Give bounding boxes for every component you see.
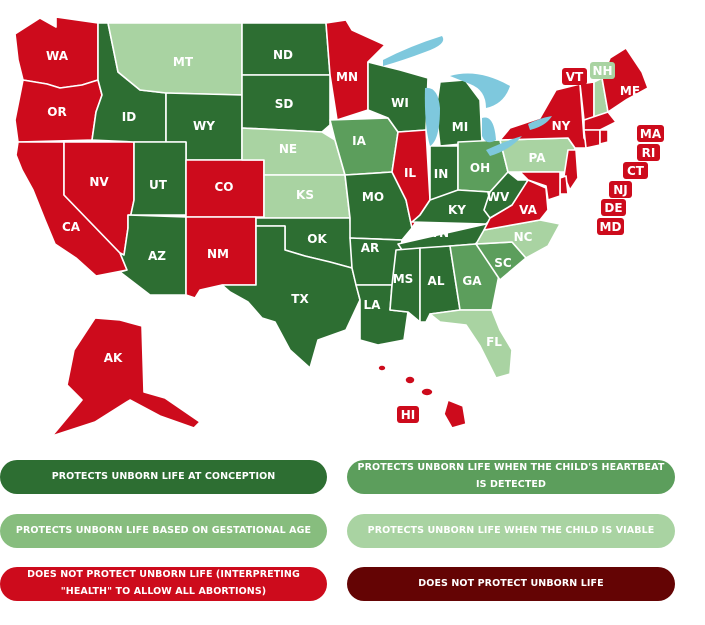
- state-wa[interactable]: [14, 16, 99, 89]
- state-az[interactable]: [119, 214, 187, 296]
- tag-nh: NH: [590, 62, 615, 79]
- legend-gestational-age: PROTECTS UNBORN LIFE BASED ON GESTATIONA…: [0, 514, 327, 548]
- state-ri[interactable]: [599, 129, 609, 145]
- state-co[interactable]: [185, 159, 265, 218]
- legend-viable: PROTECTS UNBORN LIFE WHEN THE CHILD IS V…: [347, 514, 675, 548]
- legend-conception: PROTECTS UNBORN LIFE AT CONCEPTION: [0, 460, 327, 494]
- tag-hi: HI: [397, 406, 419, 423]
- state-me[interactable]: [601, 47, 649, 113]
- state-tx[interactable]: [221, 225, 361, 369]
- state-de[interactable]: [559, 175, 569, 195]
- great-lakes: [383, 36, 552, 156]
- tag-vt: VT: [562, 68, 587, 85]
- state-ms[interactable]: [389, 247, 421, 323]
- tag-nj: NJ: [609, 181, 632, 198]
- tag-de: DE: [601, 199, 626, 216]
- state-ny[interactable]: [499, 83, 591, 149]
- state-sd[interactable]: [241, 74, 331, 133]
- legend-no-protection: DOES NOT PROTECT UNBORN LIFE: [347, 567, 675, 601]
- legend-heartbeat: PROTECTS UNBORN LIFE WHEN THE CHILD'S HE…: [347, 460, 675, 494]
- state-hi[interactable]: [377, 364, 467, 429]
- legend-health-all: DOES NOT PROTECT UNBORN LIFE (INTERPRETI…: [0, 567, 327, 601]
- state-wv[interactable]: [483, 171, 529, 219]
- state-ma[interactable]: [583, 111, 617, 131]
- tag-md: MD: [597, 218, 624, 235]
- tag-ri: RI: [637, 144, 660, 161]
- state-or[interactable]: [14, 79, 103, 143]
- state-ks[interactable]: [263, 174, 351, 219]
- state-nj[interactable]: [563, 149, 579, 191]
- state-md[interactable]: [519, 171, 561, 201]
- state-ct[interactable]: [583, 129, 601, 149]
- tag-ma: MA: [637, 125, 664, 142]
- state-ak[interactable]: [51, 317, 201, 437]
- state-mi[interactable]: [435, 79, 483, 147]
- state-fl[interactable]: [429, 309, 513, 379]
- tag-ct: CT: [623, 162, 648, 179]
- state-nd[interactable]: [241, 22, 331, 76]
- us-map: WA OR CA NV ID MT WY UT CO AZ NM ND SD N…: [14, 16, 664, 437]
